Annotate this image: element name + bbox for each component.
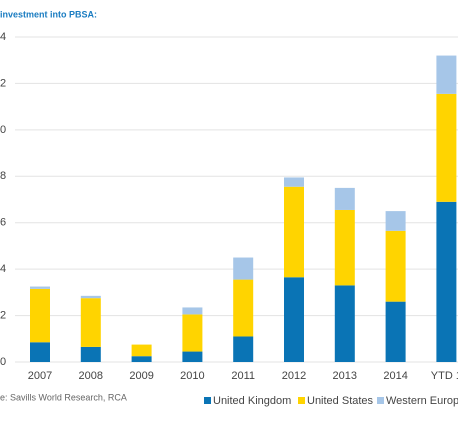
bar-segment <box>385 211 406 231</box>
bar-segment <box>436 93 457 202</box>
bar-segment <box>385 301 406 362</box>
bar-segment <box>182 314 203 352</box>
bar-segment <box>131 344 152 357</box>
bar-segment <box>284 277 304 362</box>
bar-segment <box>80 295 101 299</box>
bar-segment <box>182 307 203 315</box>
legend-label: United Kingdom <box>213 395 291 407</box>
bar-segment <box>233 279 254 337</box>
legend-swatch <box>298 397 305 404</box>
y-tick-label: 2 <box>0 309 6 321</box>
x-tick-label: 2014 <box>383 370 407 382</box>
legend-swatch <box>204 397 211 404</box>
y-tick-label: 0 <box>0 356 6 368</box>
x-tick-label: YTD 1 <box>431 370 458 382</box>
bar-segment <box>233 257 254 280</box>
y-tick-label: 8 <box>0 170 6 182</box>
bar-segment <box>80 298 101 347</box>
bar-segment <box>284 177 304 187</box>
bar-segment <box>334 187 355 210</box>
y-tick-label: 6 <box>0 217 6 229</box>
bar-segment <box>284 186 304 278</box>
chart-title: investment into PBSA: <box>0 9 97 19</box>
legend-swatch <box>377 397 384 404</box>
legend-label: Western Europ <box>386 395 458 407</box>
bar-segment <box>30 342 50 362</box>
x-tick-label: 2007 <box>28 370 52 382</box>
bar-segment <box>30 286 50 289</box>
x-tick-label: 2009 <box>129 370 153 382</box>
bar-segment <box>436 201 457 362</box>
bar-segment <box>334 285 355 362</box>
y-tick-label: 2 <box>0 77 6 89</box>
x-tick-label: 2008 <box>79 370 103 382</box>
bar-segment <box>182 351 203 362</box>
bar-segment <box>233 336 254 362</box>
source-note: e: Savills World Research, RCA <box>0 392 127 402</box>
x-tick-label: 2012 <box>282 370 306 382</box>
y-tick-label: 4 <box>0 263 6 275</box>
x-tick-label: 2013 <box>333 370 357 382</box>
legend-label: United States <box>307 395 374 407</box>
y-tick-label: 0 <box>0 124 6 136</box>
x-tick-label: 2010 <box>180 370 204 382</box>
bar-segment <box>436 55 457 94</box>
bar-segment <box>334 209 355 286</box>
bar-segment <box>80 346 101 362</box>
bar-segment <box>30 288 50 343</box>
x-tick-label: 2011 <box>231 370 255 382</box>
y-tick-label: 4 <box>0 31 6 43</box>
bar-segment <box>131 356 152 362</box>
bar-segment <box>385 230 406 302</box>
